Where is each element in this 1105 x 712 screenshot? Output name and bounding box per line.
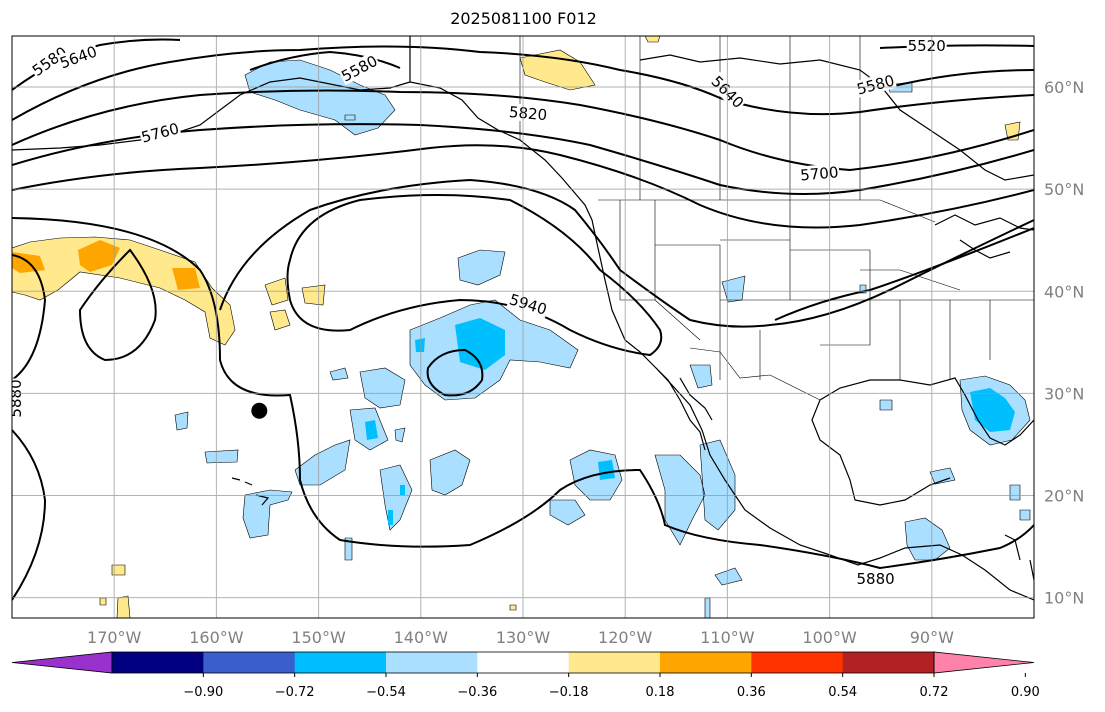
lon-tick-label: 170°W	[87, 628, 142, 647]
colorbar-extend-low	[11, 651, 113, 674]
contour-5940-small	[426, 348, 484, 397]
colorbar-tick-label: 0.72	[920, 685, 949, 700]
contour-5640	[12, 45, 1034, 121]
us-mexico-border	[689, 347, 821, 401]
colorbar-tick-label: 0.18	[646, 685, 675, 700]
contour-label-bg	[507, 102, 549, 124]
contour-label-bg	[138, 119, 182, 146]
contour-label-bg	[12, 378, 25, 419]
lon-tick-label: 130°W	[496, 628, 551, 647]
colorbar-tick-label: −0.36	[457, 685, 497, 700]
alaska-coast	[12, 77, 411, 151]
colorbar-tick-label: −0.18	[549, 685, 589, 700]
latitude-labels: 10°N 20°N 30°N 40°N 50°N 60°N	[1044, 78, 1084, 608]
negative-field-core	[415, 318, 505, 370]
us-canada-border	[598, 199, 936, 223]
contour-5580-loop	[249, 50, 401, 71]
lat-tick-label: 20°N	[1044, 486, 1084, 505]
contour-label-bg	[337, 51, 381, 86]
lon-tick-label: 160°W	[189, 628, 244, 647]
map-frame	[11, 35, 1035, 619]
lon-tick-label: 110°W	[700, 628, 755, 647]
colorbar-tick-label: −0.72	[275, 685, 315, 700]
colorbar-bin	[477, 652, 570, 673]
colorbar-bins	[11, 651, 1035, 674]
positive-field-tropics	[99, 564, 517, 618]
colorbar-tick-label: 0.36	[737, 685, 766, 700]
contour-5940-east	[774, 227, 1034, 321]
longitude-labels: 170°W 160°W 150°W 140°W 130°W 120°W 110°W 100°W…	[87, 628, 954, 647]
lon-tick-label: 90°W	[910, 628, 954, 647]
map-title: 2025081100 F012	[450, 9, 597, 28]
colorbar-tick-label: −0.54	[366, 685, 406, 700]
contour-label-text: 5880	[856, 570, 894, 588]
colorbar-tick-label: −0.90	[183, 685, 223, 700]
contour-label-bg	[56, 42, 100, 72]
lon-tick-label: 140°W	[394, 628, 449, 647]
contour-label-bg	[506, 290, 550, 319]
colorbar-tick-label: 0.54	[828, 685, 857, 700]
lon-tick-label: 100°W	[802, 628, 857, 647]
gulf-of-mexico	[811, 377, 1034, 506]
contour-5760	[12, 123, 1034, 195]
colorbar-bin	[203, 652, 296, 673]
lat-tick-label: 60°N	[1044, 78, 1084, 97]
colorbar-extend-high	[933, 651, 1035, 674]
lat-tick-label: 40°N	[1044, 282, 1084, 301]
contour-label-text: 5880	[7, 379, 25, 417]
contour-label: 5700	[798, 163, 841, 184]
contour-5700	[12, 89, 1034, 172]
negative-field-aleutian	[244, 59, 396, 136]
positive-field	[12, 236, 236, 346]
contour-label-bg	[906, 37, 947, 55]
contour-5880-west	[12, 254, 47, 601]
gridlines	[12, 36, 1034, 618]
hawaii-islands	[231, 477, 270, 506]
colorbar-bin	[386, 652, 478, 673]
contour-label-text: 5520	[908, 37, 946, 55]
contour-5880-outer	[12, 217, 1034, 570]
contour-label-bg	[853, 71, 897, 98]
colorbar: −0.90 −0.72 −0.54 −0.36 −0.18 0.18 0.36 0.54 0.7…	[11, 651, 1040, 700]
colorbar-bin	[660, 652, 752, 673]
shaded-fields	[12, 36, 1031, 618]
lat-tick-label: 30°N	[1044, 384, 1084, 403]
contour-label-bg	[855, 570, 896, 588]
colorbar-tick-labels: −0.90 −0.72 −0.54 −0.36 −0.18 0.18 0.36 0.54 0.7…	[183, 673, 1040, 700]
colorbar-bin	[294, 652, 387, 673]
great-lakes-coast	[934, 214, 1034, 259]
lon-tick-label: 120°W	[598, 628, 653, 647]
contour-5880-ridge	[219, 178, 1034, 328]
us-state-lines	[619, 200, 1034, 380]
colorbar-tick-label: 0.90	[1011, 685, 1040, 700]
colorbar-bin	[842, 652, 935, 673]
contour-label-text: 5820	[508, 103, 548, 124]
colorbar-bin	[568, 652, 661, 673]
contour-5940	[286, 194, 663, 357]
positive-field-core	[12, 240, 200, 290]
colorbar-bin	[112, 652, 204, 673]
contour-5520	[879, 44, 1034, 49]
lat-tick-label: 50°N	[1044, 180, 1084, 199]
contour-label-bg	[28, 42, 71, 80]
contour-5820	[12, 144, 1034, 229]
contour-label: 5880	[855, 570, 896, 588]
contour-label-text: 5700	[800, 163, 840, 184]
contour-label: 5880	[7, 378, 25, 419]
location-marker	[251, 402, 268, 419]
lon-tick-label: 150°W	[291, 628, 346, 647]
lat-tick-label: 10°N	[1044, 589, 1084, 608]
baja-california	[655, 367, 713, 451]
contour-label: 5820	[507, 102, 549, 124]
contour-label: 5520	[906, 37, 947, 55]
colorbar-outline	[111, 651, 935, 674]
colorbar-bin	[751, 652, 844, 673]
